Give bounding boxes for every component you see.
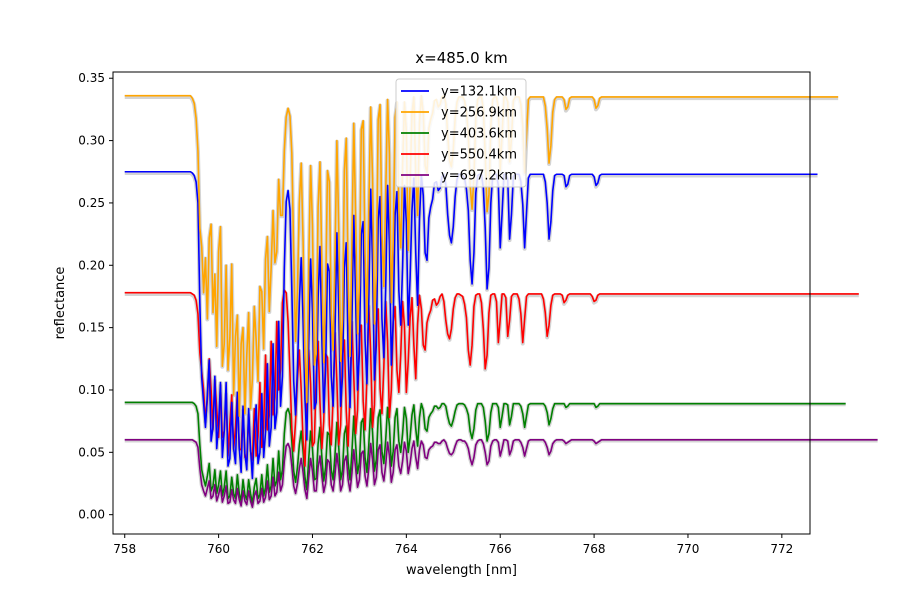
legend-label: y=550.4km xyxy=(441,148,517,163)
y-tick-label: 0.00 xyxy=(78,508,105,522)
x-axis: 758 760 762 764 766 768 770 772 xyxy=(113,534,793,556)
series-line xyxy=(124,439,878,508)
x-tick-label: 768 xyxy=(583,542,606,556)
y-tick-label: 0.10 xyxy=(78,383,105,397)
y-tick-label: 0.15 xyxy=(78,321,105,335)
y-tick-label: 0.05 xyxy=(78,445,105,459)
legend-label: y=403.6km xyxy=(441,127,517,142)
y-tick-label: 0.30 xyxy=(78,134,105,148)
plot-frame xyxy=(112,71,811,535)
x-tick-label: 764 xyxy=(395,542,418,556)
y-axis: 0.00 0.05 0.10 0.15 0.20 0.25 0.30 0.35 xyxy=(78,71,113,522)
chart-title: x=485.0 km xyxy=(415,49,507,67)
y-axis-label: reflectance xyxy=(53,267,68,340)
x-tick-label: 772 xyxy=(770,542,793,556)
y-tick-label: 0.25 xyxy=(78,196,105,210)
y-tick-label: 0.20 xyxy=(78,258,105,272)
series-line xyxy=(124,401,846,505)
x-tick-label: 766 xyxy=(489,542,512,556)
legend: y=132.1km y=256.9km y=403.6km y=550.4km y=69… xyxy=(395,78,527,188)
x-tick-label: 760 xyxy=(207,542,230,556)
x-axis-label: wavelength [nm] xyxy=(406,563,517,578)
x-tick-label: 762 xyxy=(301,542,324,556)
legend-box xyxy=(395,78,527,188)
legend-label: y=697.2km xyxy=(441,169,517,184)
x-tick-label: 758 xyxy=(113,542,136,556)
legend-label: y=256.9km xyxy=(441,106,517,121)
legend-label: y=132.1km xyxy=(441,85,517,100)
x-tick-label: 770 xyxy=(677,542,700,556)
y-tick-label: 0.35 xyxy=(78,71,105,85)
series-line xyxy=(124,170,818,480)
